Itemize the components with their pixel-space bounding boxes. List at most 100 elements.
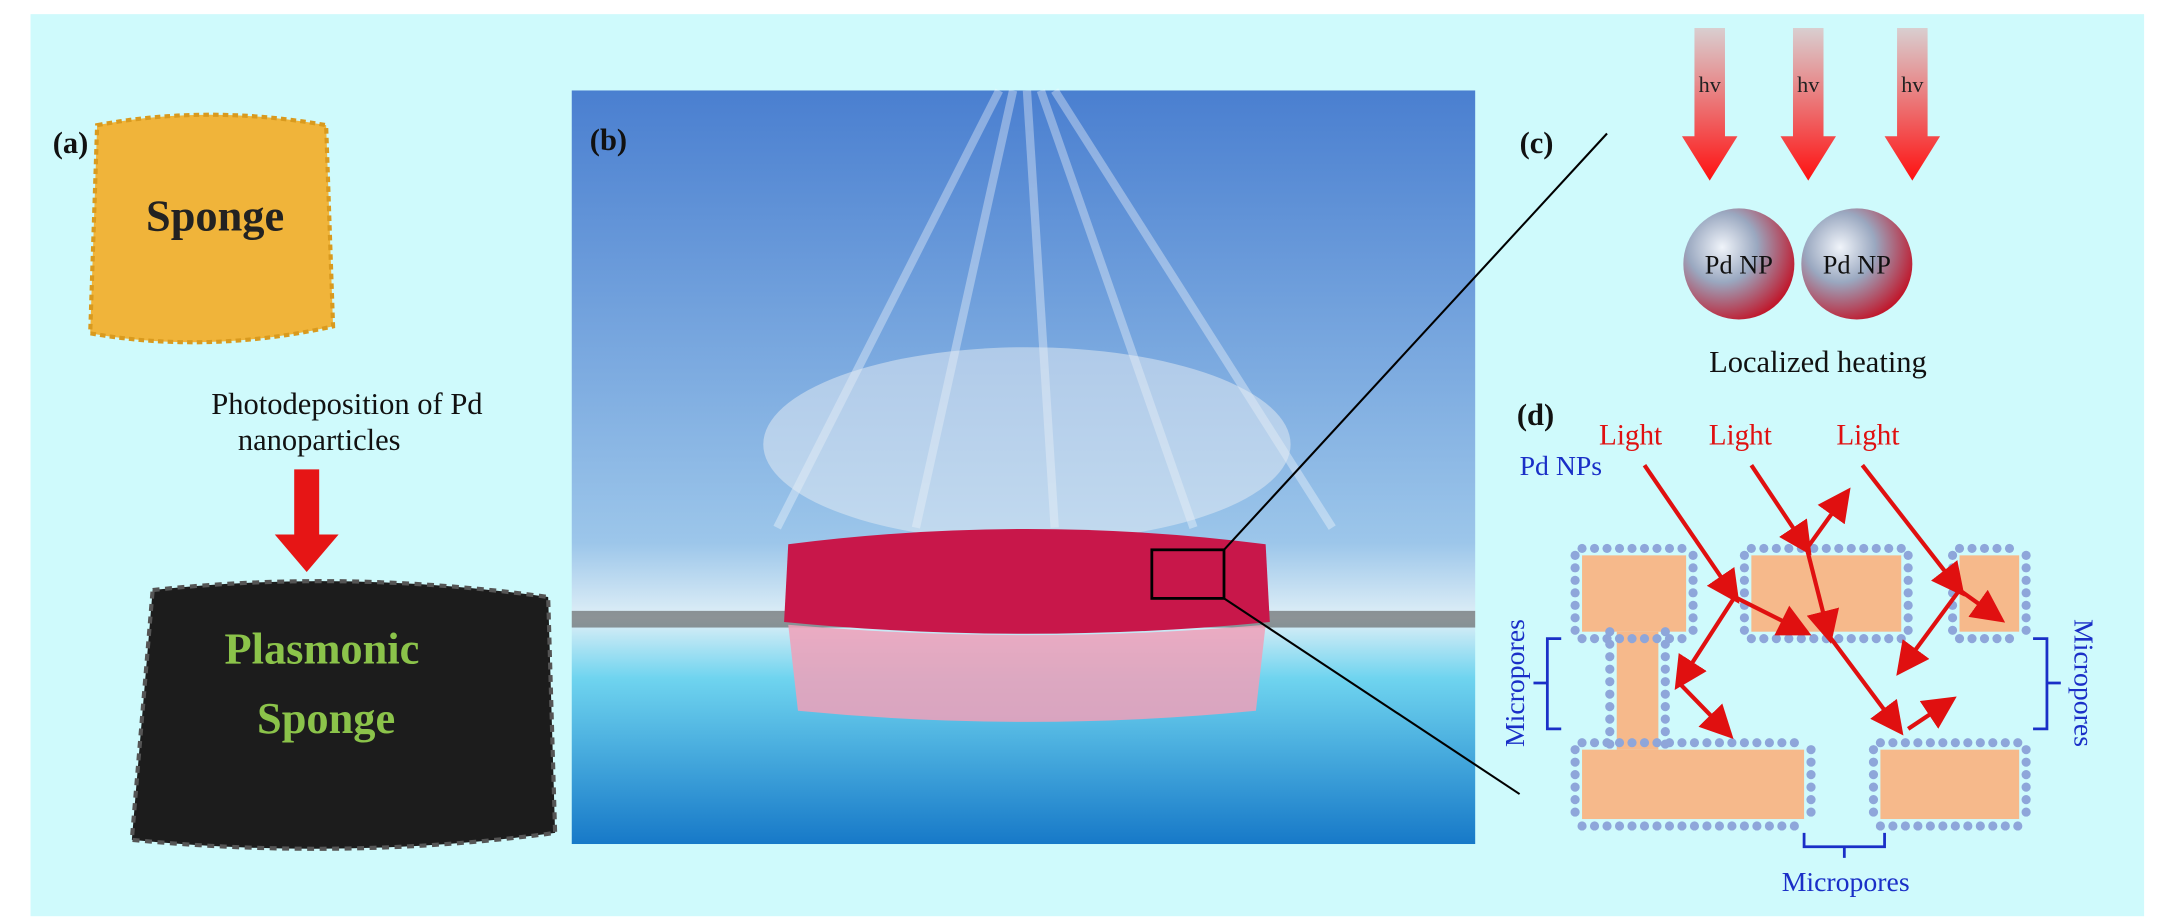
nanoparticle-dot [1702,821,1712,831]
nanoparticle-dot [1888,738,1898,748]
nanoparticle-dot [1605,714,1615,724]
nanoparticle-dot [1614,634,1625,644]
nanoparticle-dot [2021,563,2031,573]
nanoparticle-dot [2021,625,2031,635]
nanoparticle-dot [1677,634,1687,644]
nanoparticle-dot [1806,770,1816,780]
nanoparticle-dot [1868,745,1879,755]
pores-label: Micropores [1782,867,1910,898]
nanoparticle-dot [1771,634,1781,644]
nanoparticle-dot [1746,634,1756,644]
sponge-label: Sponge [146,191,284,241]
photon-arrow [1884,28,1941,181]
nanoparticle-dot [1688,575,1698,585]
nanoparticle-dot [1639,738,1650,748]
nanoparticle-dot [1806,745,1816,755]
nanoparticle-dot [2021,550,2031,560]
nanoparticle-dot [1846,634,1856,644]
result-label: Sponge [257,693,395,743]
nanoparticle-dot [1570,575,1580,585]
nanoparticle-dot [1925,821,1935,831]
nanoparticle-dot [2021,757,2031,767]
nanoparticle-dot [2021,770,2031,780]
arrow [274,469,339,573]
nanoparticle-dot [1759,634,1769,644]
nanoparticle-dot [1577,738,1587,748]
nanoparticle-dot [1577,821,1587,831]
np-label: Pd NP [1705,251,1773,280]
zoom-box [1150,548,1226,600]
photon-label: hv [1797,72,1820,97]
nanoparticle-dot [1727,821,1737,831]
nanoparticle-dot [2000,738,2010,748]
nanoparticle-dot [1702,738,1712,748]
zoom-line [1223,132,1608,551]
pore-wall [1616,631,1659,750]
nanoparticle-dot [1660,652,1670,662]
plasmonic-sponge [129,579,558,851]
nanoparticle-dot [1903,550,1913,560]
nanoparticle-dot [1577,543,1587,554]
nanoparticle-dot [1677,738,1687,748]
nanoparticle-dot [1884,543,1894,554]
nanoparticle-dot [1979,634,1990,644]
nanoparticle-dot [1614,738,1625,748]
nanoparticle-dot [1789,738,1799,748]
nanoparticle-dot [1677,821,1687,831]
pores-label: Micropores [1500,619,1531,747]
nanoparticle-dot [1570,600,1580,610]
nanoparticle-dot [1759,543,1769,554]
pores-label: Micropores [2068,619,2099,747]
nanoparticle-dot [1689,821,1700,831]
nanoparticle-dot [1938,821,1948,831]
nanoparticle-dot [1570,757,1580,767]
nanoparticle-dot [1868,807,1879,817]
nanoparticle-dot [1992,543,2002,554]
nanoparticle-dot [1627,634,1637,644]
nanoparticle-dot [1903,563,1913,573]
nanoparticle-dot [1660,664,1670,674]
nanoparticle-dot [1660,727,1670,737]
photon-label: hv [1901,72,1924,97]
nanoparticle-dot [1925,738,1935,748]
caption: Localized heating [1709,345,1927,379]
np-label: Pd NP [1823,251,1891,280]
nanoparticle-dot [1746,543,1756,554]
nanoparticle-dot [1660,627,1670,637]
nanoparticle-dot [1602,543,1612,554]
nanoparticle-dot [1903,625,1913,635]
nanoparticle-dot [1777,738,1787,748]
nanoparticle-dot [1577,634,1587,644]
np-label: Pd NPs [1520,451,1603,482]
nanoparticle-dot [1777,821,1787,831]
nanoparticle-dot [1664,543,1675,554]
nanoparticle-dot [1903,600,1913,610]
nanoparticle-dot [2021,575,2031,585]
nanoparticle-dot [1806,782,1816,792]
nanoparticle-dot [1796,634,1806,644]
nanoparticle-dot [1570,588,1580,598]
nanoparticle-dot [1739,738,1749,748]
nanoparticle-dot [1688,550,1698,560]
nanoparticle-dot [1605,627,1615,637]
caption: Photodeposition of Pd [211,387,482,421]
nanoparticle-dot [1605,664,1615,674]
nanoparticle-dot [1900,821,1910,831]
nanoparticle-dot [1875,738,1885,748]
nanoparticle-dot [1888,821,1898,831]
nanoparticle-dot [1627,543,1637,554]
nanoparticle-dot [1875,821,1885,831]
nanoparticle-dot [1605,689,1615,699]
nanoparticle [1801,208,1913,320]
nanoparticle-dot [1652,738,1662,748]
nanoparticle-dot [1677,543,1687,554]
light-label: Light [1599,419,1662,451]
nanoparticle-dot [1605,652,1615,662]
nanoparticle-dot [1605,702,1615,712]
nanoparticle-dot [1806,795,1816,805]
nanoparticle-dot [1975,738,1985,748]
nanoparticle-dot [1739,550,1749,560]
nanoparticle-dot [1784,543,1794,554]
nanoparticle-dot [1614,821,1625,831]
nanoparticle-dot [1605,677,1615,687]
